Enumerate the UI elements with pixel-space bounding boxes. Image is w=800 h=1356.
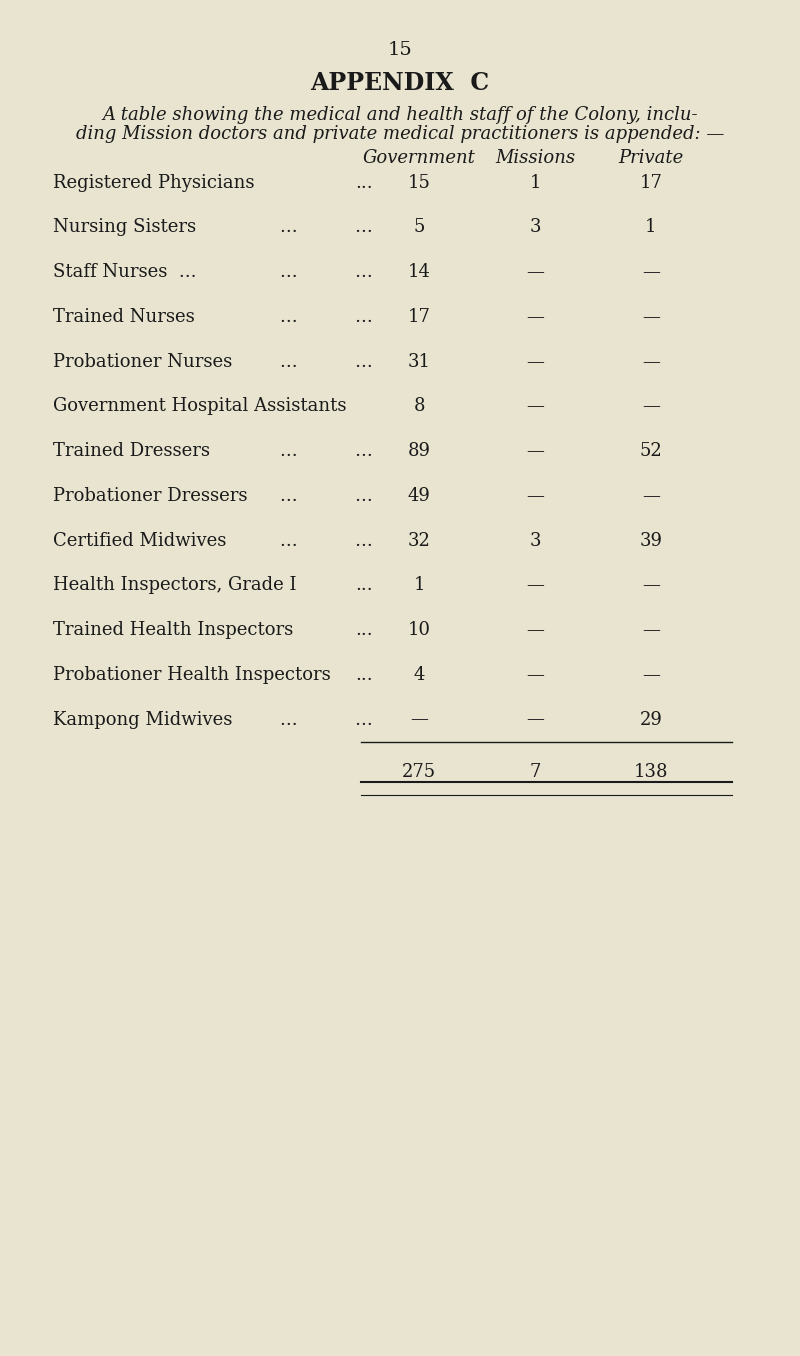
Text: APPENDIX  C: APPENDIX C [310, 71, 490, 95]
Text: Kampong Midwives: Kampong Midwives [53, 711, 232, 728]
Text: ...: ... [355, 174, 373, 191]
Text: 1: 1 [645, 218, 657, 236]
Text: ...: ... [355, 621, 373, 639]
Text: —: — [526, 621, 544, 639]
Text: Government Hospital Assistants: Government Hospital Assistants [53, 397, 346, 415]
Text: 10: 10 [408, 621, 430, 639]
Text: Staff Nurses  ...: Staff Nurses ... [53, 263, 196, 281]
Text: Trained Nurses: Trained Nurses [53, 308, 194, 325]
Text: Trained Health Inspectors: Trained Health Inspectors [53, 621, 293, 639]
Text: —: — [642, 487, 660, 504]
Text: —: — [642, 353, 660, 370]
Text: Certified Midwives: Certified Midwives [53, 532, 226, 549]
Text: 7: 7 [530, 763, 541, 781]
Text: 52: 52 [639, 442, 662, 460]
Text: Probationer Nurses: Probationer Nurses [53, 353, 232, 370]
Text: —: — [642, 397, 660, 415]
Text: —: — [526, 263, 544, 281]
Text: Probationer Dressers: Probationer Dressers [53, 487, 247, 504]
Text: 29: 29 [639, 711, 662, 728]
Text: ...          ...: ... ... [280, 308, 373, 325]
Text: Government: Government [363, 149, 476, 167]
Text: Probationer Health Inspectors: Probationer Health Inspectors [53, 666, 330, 683]
Text: —: — [526, 576, 544, 594]
Text: Health Inspectors, Grade I: Health Inspectors, Grade I [53, 576, 296, 594]
Text: ...          ...: ... ... [280, 532, 373, 549]
Text: 1: 1 [414, 576, 425, 594]
Text: ...          ...: ... ... [280, 711, 373, 728]
Text: —: — [526, 442, 544, 460]
Text: —: — [526, 711, 544, 728]
Text: Nursing Sisters: Nursing Sisters [53, 218, 196, 236]
Text: 89: 89 [408, 442, 430, 460]
Text: 1: 1 [530, 174, 541, 191]
Text: Private: Private [618, 149, 683, 167]
Text: —: — [526, 353, 544, 370]
Text: —: — [642, 666, 660, 683]
Text: A table showing the medical and health staff of the Colony, inclu-: A table showing the medical and health s… [102, 106, 698, 123]
Text: —: — [642, 576, 660, 594]
Text: Trained Dressers: Trained Dressers [53, 442, 210, 460]
Text: 17: 17 [639, 174, 662, 191]
Text: 31: 31 [408, 353, 430, 370]
Text: 32: 32 [408, 532, 430, 549]
Text: —: — [410, 711, 428, 728]
Text: 5: 5 [414, 218, 425, 236]
Text: Missions: Missions [495, 149, 575, 167]
Text: 8: 8 [414, 397, 425, 415]
Text: —: — [642, 263, 660, 281]
Text: 17: 17 [408, 308, 430, 325]
Text: ...          ...: ... ... [280, 353, 373, 370]
Text: 15: 15 [408, 174, 430, 191]
Text: 3: 3 [530, 218, 541, 236]
Text: 3: 3 [530, 532, 541, 549]
Text: —: — [526, 308, 544, 325]
Text: 4: 4 [414, 666, 425, 683]
Text: 39: 39 [639, 532, 662, 549]
Text: —: — [526, 397, 544, 415]
Text: 15: 15 [388, 41, 412, 58]
Text: 14: 14 [408, 263, 430, 281]
Text: 275: 275 [402, 763, 436, 781]
Text: ...: ... [355, 576, 373, 594]
Text: —: — [526, 666, 544, 683]
Text: Registered Physicians: Registered Physicians [53, 174, 254, 191]
Text: ...          ...: ... ... [280, 487, 373, 504]
Text: —: — [526, 487, 544, 504]
Text: ...          ...: ... ... [280, 442, 373, 460]
Text: ding Mission doctors and private medical practitioners is appended: —: ding Mission doctors and private medical… [76, 125, 724, 142]
Text: ...          ...: ... ... [280, 263, 373, 281]
Text: ...: ... [355, 666, 373, 683]
Text: 138: 138 [634, 763, 668, 781]
Text: 49: 49 [408, 487, 430, 504]
Text: ...          ...: ... ... [280, 218, 373, 236]
Text: —: — [642, 621, 660, 639]
Text: —: — [642, 308, 660, 325]
